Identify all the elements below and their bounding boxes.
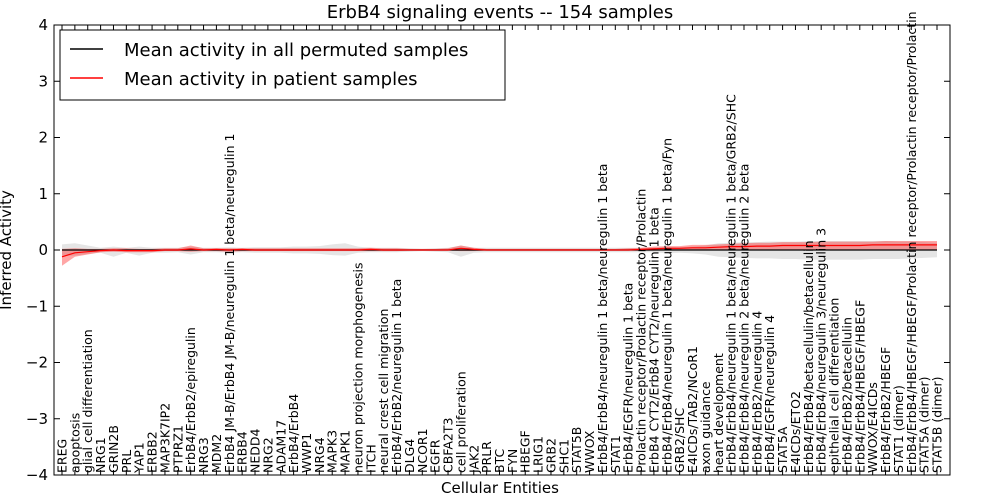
category-label: MAPK3 — [325, 430, 340, 473]
category-label: YAP1 — [132, 442, 147, 474]
category-label: neuron projection morphogenesis — [351, 262, 366, 473]
category-label: ITCH — [363, 444, 378, 473]
category-label: WWOX — [582, 430, 597, 473]
category-label: apoptosis — [67, 413, 82, 473]
y-tick-label: 4 — [38, 16, 48, 34]
category-label: ErbB4/ErbB4/HBEGF/HBEGF/Prolactin recept… — [904, 11, 919, 473]
category-label: PTPRZ1 — [170, 425, 185, 473]
category-label: ErbB4 JM-B/ErbB4 JM-B/neuregulin 1 beta/… — [222, 134, 237, 473]
x-axis — [61, 25, 938, 475]
y-tick-label: 3 — [38, 72, 48, 90]
category-label: ErbB4/EGFR/neuregulin 1 beta — [621, 283, 636, 473]
y-tick-label: −3 — [26, 410, 48, 428]
category-label: axon guidance — [698, 381, 713, 473]
category-label: WWOX/E4ICDs — [865, 382, 880, 473]
category-label: CBFA2T3 — [441, 418, 456, 473]
category-label: epithelial cell differentiation — [827, 298, 842, 473]
category-label: PRLR — [479, 441, 494, 473]
category-label: NEDD4 — [248, 429, 263, 473]
category-label: SHC1 — [556, 439, 571, 473]
y-tick-label: −4 — [26, 466, 48, 484]
category-label: ErbB4/ErbB4/neuregulin 1 beta/neuregulin… — [595, 164, 610, 473]
category-label: FYN — [505, 449, 520, 473]
category-label: glial cell differentiation — [80, 329, 95, 473]
category-label: STAT5A (dimer) — [917, 377, 932, 473]
category-label: ErbB4/ErbB2/HBEGF — [878, 347, 893, 473]
category-label: GRB2 — [544, 438, 559, 473]
category-label: GRB2/SHC — [672, 408, 687, 473]
category-label: ErbB4/EGFR/neuregulin 4 — [762, 315, 777, 473]
category-label: MAP3K7IP2 — [157, 403, 172, 473]
category-label: NRG3 — [196, 437, 211, 473]
category-label: LRIG1 — [531, 436, 546, 473]
category-label: EREG — [55, 439, 70, 473]
x-axis-label: Cellular Entities — [441, 479, 559, 497]
legend-label-patient: Mean activity in patient samples — [124, 69, 418, 90]
category-label: STAT5B (dimer) — [930, 377, 945, 473]
category-label: E4ICDs/ETO2 — [788, 391, 803, 473]
y-axis-label: Inferred Activity — [0, 190, 15, 310]
legend-box — [59, 29, 506, 101]
category-label: ErbB4/ErbB4/betacellulin/betacellulin — [801, 240, 816, 473]
category-label: ErbB4/ErbB4/neuregulin 1 beta/neuregulin… — [724, 94, 739, 473]
category-label: ErbB4/ErbB4/neuregulin 2 beta/neuregulin… — [737, 164, 752, 473]
category-label: ErbB4/ErbB2/neuregulin 4 — [749, 311, 764, 473]
y-tick-label: 2 — [38, 129, 48, 147]
category-label: NRG2 — [260, 437, 275, 473]
category-label: HBEGF — [518, 430, 533, 473]
category-label: PRL — [119, 450, 134, 473]
category-label: ADAM17 — [273, 420, 288, 473]
y-tick-label: −1 — [26, 297, 48, 315]
category-label: STAT5A — [775, 426, 790, 473]
legend-label-permuted: Mean activity in all permuted samples — [124, 40, 468, 61]
category-label: NCOR1 — [415, 428, 430, 473]
category-label: MDM2 — [209, 434, 224, 473]
category-label: EGFR — [428, 439, 443, 473]
category-label: STAT1 — [608, 435, 623, 473]
category-label: NRG4 — [312, 437, 327, 473]
category-label: Prolactin receptor/Prolactin receptor/Pr… — [634, 189, 649, 473]
category-label: ErbB4/ErbB4/HBEGF/HBEGF — [852, 300, 867, 473]
category-label: neural crest cell migration — [376, 309, 391, 473]
category-label: cell proliferation — [453, 371, 468, 473]
y-axis: −4 −3 −2 −1 0 1 2 3 4 — [26, 16, 950, 484]
category-label: MAPK1 — [338, 430, 353, 473]
series-lines — [61, 244, 937, 258]
category-label: DLG4 — [402, 439, 417, 473]
category-label: BTC — [492, 449, 507, 473]
y-tick-label: 0 — [38, 241, 48, 259]
category-label: ErbB4/ErbB4/neuregulin 1 beta/neuregulin… — [659, 138, 674, 473]
category-label: WWP1 — [299, 433, 314, 473]
category-label: ErbB4/ErbB4/neuregulin 3/neuregulin 3 — [814, 228, 829, 473]
category-label: ErbB4/ErbB2/neuregulin 1 beta — [389, 279, 404, 473]
category-label: NRG1 — [93, 437, 108, 473]
y-tick-label: 1 — [38, 185, 48, 203]
category-label: STAT5B — [569, 427, 584, 473]
category-label: ErbB4 CYT2/ErbB4 CYT2/neuregulin 1 beta — [646, 207, 661, 473]
line-patient — [61, 244, 937, 258]
category-label: STAT1 (dimer) — [891, 385, 906, 473]
category-label: E4ICDs/TAB2/NCoR1 — [685, 346, 700, 473]
category-label: ErbB4/ErbB2/epiregulin — [183, 327, 198, 473]
chart-title: ErbB4 signaling events -- 154 samples — [327, 2, 674, 23]
category-label: ERBB4 — [235, 431, 250, 473]
category-label: JAK2 — [466, 445, 481, 474]
category-label: ERBB2 — [145, 431, 160, 473]
category-label: ErbB4/ErbB2/betacellulin — [839, 317, 854, 473]
y-tick-label: −2 — [26, 354, 48, 372]
category-label: ErbB4/ErbB4 — [286, 394, 301, 473]
legend: Mean activity in all permuted samples Me… — [59, 29, 506, 101]
category-label: GRIN2B — [106, 425, 121, 473]
category-label: heart development — [711, 353, 726, 473]
